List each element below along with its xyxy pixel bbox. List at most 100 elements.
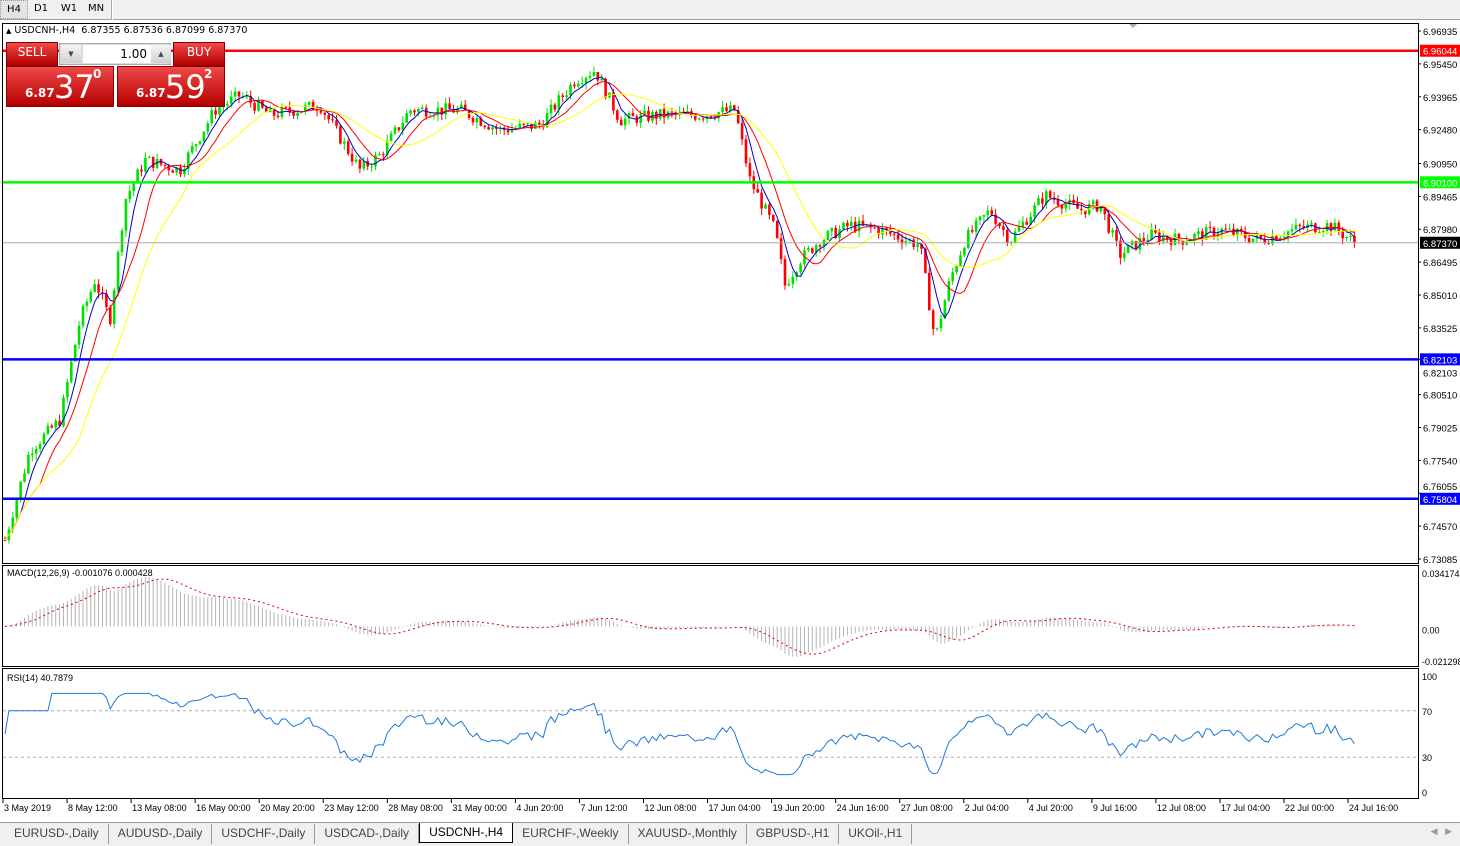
tab-usdcnh-h4[interactable]: USDCNH-,H4 (419, 823, 514, 843)
time-axis-label: 17 Jul 04:00 (1221, 803, 1270, 813)
candle (842, 221, 845, 231)
candle-body (1037, 198, 1040, 206)
candle (315, 105, 319, 117)
timeframe-w1[interactable]: W1 (60, 3, 78, 14)
lot-input[interactable]: 1.00 (83, 45, 151, 63)
candle (662, 103, 666, 125)
candle (374, 151, 377, 170)
candle-body (931, 310, 935, 329)
candle (1021, 216, 1025, 231)
candle-body (1302, 225, 1305, 228)
candle-body (1103, 207, 1107, 215)
price-chart[interactable]: 6.96935 6.95450 6.93965 6.92480 6.90950 6.894… (0, 20, 1460, 822)
candle-body (440, 107, 444, 115)
timeframe-d1[interactable]: D1 (33, 3, 49, 14)
candle-body (370, 166, 373, 168)
lot-decrease-button[interactable]: ▼ (61, 45, 81, 63)
tab-audusd-daily[interactable]: AUDUSD-,Daily (109, 824, 213, 844)
candle-body (66, 381, 69, 398)
candle-body (951, 272, 954, 282)
buy-price[interactable]: 6.87 59 2 (117, 66, 225, 107)
candle-body (393, 127, 397, 134)
candle-body (1294, 224, 1298, 230)
candle (23, 468, 26, 483)
candle (85, 298, 89, 312)
candle-body (385, 140, 389, 155)
sell-button[interactable]: SELL (6, 42, 58, 66)
tab-ukoil-h1[interactable]: UKOil-,H1 (839, 824, 913, 844)
candle (253, 100, 256, 114)
candle (588, 71, 592, 83)
candle-body (1318, 232, 1321, 234)
candle (268, 105, 272, 113)
candle-body (1341, 231, 1344, 239)
candle-body (928, 272, 931, 311)
candle (327, 113, 330, 124)
toolbar-separator (111, 0, 113, 20)
candle (896, 229, 900, 244)
candle-body (1298, 224, 1302, 226)
lot-increase-button[interactable]: ▲ (151, 45, 171, 63)
timeframe-mn[interactable]: MN (87, 3, 105, 14)
candle-body (331, 119, 334, 121)
candle (346, 139, 350, 156)
tab-xauusd-monthly[interactable]: XAUUSD-,Monthly (629, 824, 747, 844)
buy-price-pips: 59 (165, 68, 206, 106)
sell-price[interactable]: 6.87 37 0 (6, 66, 114, 107)
candle (978, 215, 982, 225)
candle (323, 111, 327, 120)
time-axis-label: 12 Jun 08:00 (645, 803, 697, 813)
candle (70, 360, 73, 384)
candle (58, 414, 61, 428)
timeframe-h4[interactable]: H4 (0, 0, 28, 19)
candle-body (588, 76, 592, 78)
candle-body (292, 112, 295, 116)
price-axis-label: 6.77540 (1423, 456, 1457, 467)
candle-body (405, 113, 408, 123)
candle (34, 445, 38, 461)
candle (436, 101, 440, 122)
candle-body (666, 111, 670, 118)
tab-scroll-arrows[interactable]: ◀ ▶ (1430, 826, 1452, 836)
buy-button[interactable]: BUY (173, 42, 225, 66)
candle (592, 66, 596, 77)
candle-body (1091, 200, 1095, 205)
time-axis-label: 16 May 00:00 (196, 803, 251, 813)
candle (362, 156, 366, 171)
candle-body (265, 107, 268, 113)
candle-body (214, 110, 217, 115)
candle (822, 237, 826, 252)
candle-body (768, 204, 771, 215)
candle (42, 431, 46, 446)
candle-body (592, 71, 596, 77)
candle-body (1080, 208, 1083, 211)
tab-eurchf-weekly[interactable]: EURCHF-,Weekly (513, 824, 629, 844)
candle (1064, 198, 1068, 213)
lot-size-field: ▼ 1.00 ▲ (59, 43, 171, 65)
collapse-triangle-icon[interactable]: ▲ (6, 27, 12, 35)
candle (756, 182, 759, 193)
candle (811, 247, 814, 254)
tab-usdcad-daily[interactable]: USDCAD-,Daily (315, 824, 420, 844)
candle-body (639, 114, 642, 123)
candle-body (772, 214, 775, 221)
candle-body (1013, 231, 1017, 242)
candle-body (811, 248, 814, 253)
candle-body (210, 110, 213, 124)
candle (557, 90, 561, 116)
candle-body (1111, 230, 1114, 233)
candle-body (818, 245, 822, 247)
candle-body (413, 110, 416, 113)
candle-body (842, 222, 845, 230)
candle (623, 113, 627, 130)
candle (1181, 239, 1185, 251)
tab-gbpusd-h1[interactable]: GBPUSD-,H1 (747, 824, 840, 844)
candle-body (612, 92, 615, 111)
candle (990, 206, 993, 217)
candle-body (467, 110, 471, 118)
tab-usdchf-daily[interactable]: USDCHF-,Daily (212, 824, 316, 844)
tab-eurusd-daily[interactable]: EURUSD-,Daily (5, 824, 109, 844)
candle-body (421, 107, 424, 110)
macd-histogram (8, 577, 1355, 657)
price-axis-label: 6.74570 (1423, 522, 1457, 533)
